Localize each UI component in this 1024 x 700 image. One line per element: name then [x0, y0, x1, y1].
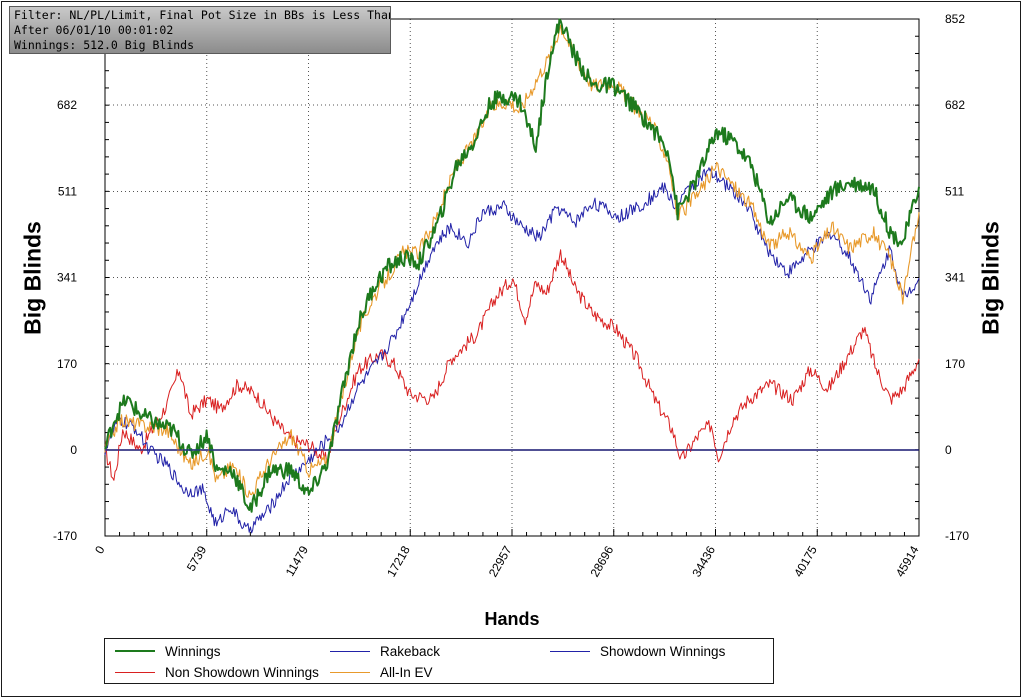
- legend-swatch: [115, 671, 155, 673]
- x-axis-label: Hands: [484, 609, 540, 629]
- y-tick-label-right: -170: [945, 529, 969, 543]
- y-axis-label-right: Big Blinds: [977, 221, 1004, 335]
- plot-area-border: [104, 18, 920, 537]
- date-line: After 06/01/10 00:01:02: [14, 23, 174, 37]
- x-tick-label: 5739: [184, 543, 210, 573]
- x-tick-label: 28696: [588, 543, 617, 579]
- legend-label: Showdown Winnings: [600, 643, 726, 659]
- legend-item-all-in-ev: All-In EV: [330, 663, 433, 681]
- y-tick-label-left: -170: [53, 529, 77, 543]
- legend-swatch: [550, 650, 590, 652]
- y-tick-label-right: 0: [945, 443, 952, 457]
- y-tick-label-left: 0: [70, 443, 77, 457]
- legend-swatch: [330, 671, 370, 673]
- legend: Winnings Rakeback Showdown Winnings Non …: [104, 638, 774, 684]
- y-tick-label-left: 511: [58, 185, 77, 199]
- y-tick-label-right: 682: [945, 98, 965, 112]
- y-tick-label-left: 341: [57, 271, 77, 285]
- series-line-showdown-winnings: [104, 167, 920, 534]
- legend-item-showdown-winnings: Showdown Winnings: [550, 642, 725, 660]
- legend-label: Winnings: [165, 643, 221, 659]
- y-tick-label-right: 511: [945, 185, 964, 199]
- legend-label: All-In EV: [380, 664, 433, 680]
- filter-line: Filter: NL/PL/Limit, Final Pot Size in B…: [14, 8, 390, 22]
- x-tick-label: 0: [92, 543, 108, 556]
- x-tick-label: 45914: [893, 543, 922, 579]
- series-line-non-showdown-winnings: [104, 249, 920, 481]
- legend-label: Non Showdown Winnings: [165, 664, 319, 680]
- x-tick-label: 40175: [791, 543, 820, 579]
- x-tick-label: 17218: [384, 543, 413, 579]
- legend-item-non-showdown-winnings: Non Showdown Winnings: [115, 663, 319, 681]
- series-line-winnings: [104, 18, 920, 513]
- winnings-line: Winnings: 512.0 Big Blinds: [14, 38, 195, 52]
- x-tick-label: 11479: [283, 543, 312, 578]
- x-tick-label: 34436: [689, 543, 718, 579]
- y-tick-label-left: 170: [57, 357, 77, 371]
- y-tick-label-right: 170: [945, 357, 965, 371]
- legend-label: Rakeback: [380, 643, 441, 659]
- y-tick-label-left: 682: [57, 98, 77, 112]
- legend-swatch: [115, 650, 155, 652]
- y-tick-label-right: 852: [945, 12, 965, 26]
- x-tick-label: 22957: [486, 543, 515, 579]
- filter-info-box: Filter: NL/PL/Limit, Final Pot Size in B…: [9, 6, 391, 54]
- y-axis-label-left: Big Blinds: [19, 221, 46, 335]
- y-tick-label-right: 341: [945, 271, 965, 285]
- legend-item-winnings: Winnings: [115, 642, 221, 660]
- legend-item-rakeback: Rakeback: [330, 642, 440, 660]
- legend-swatch: [330, 650, 370, 652]
